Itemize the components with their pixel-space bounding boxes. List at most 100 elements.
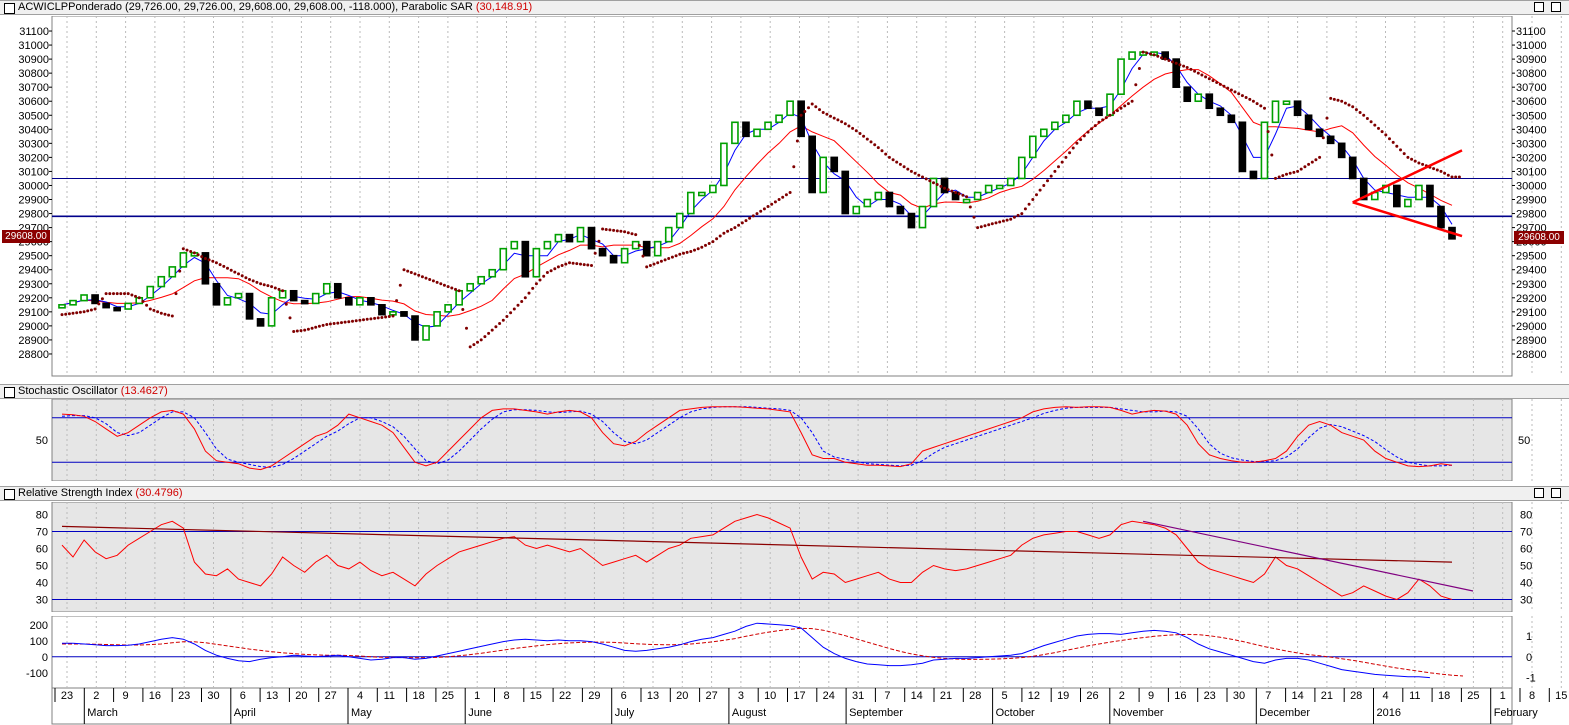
y-tick-label-left: 29200 xyxy=(18,293,49,305)
sar-dot xyxy=(1057,165,1060,169)
sar-dot xyxy=(420,275,424,279)
sar-dot xyxy=(358,318,362,322)
sar-dot xyxy=(1450,175,1454,179)
y-tick-label-left: 30800 xyxy=(18,68,49,80)
up-bar xyxy=(146,285,155,299)
sar-dot xyxy=(1439,169,1443,173)
pane-menu-icon[interactable] xyxy=(4,3,15,14)
up-bar xyxy=(874,191,883,201)
rsi-label: Relative Strength Index xyxy=(18,487,133,499)
sar-dot xyxy=(152,308,156,312)
sar-dot xyxy=(1369,120,1373,124)
sar-dot xyxy=(1270,153,1274,157)
signal-line xyxy=(62,627,1464,677)
down-bar xyxy=(1326,135,1335,145)
y-tick-label-left: -100 xyxy=(26,668,48,680)
up-bar xyxy=(1073,100,1081,117)
close-icon[interactable] xyxy=(1551,488,1561,498)
sar-dot xyxy=(601,227,605,231)
day-label: 4 xyxy=(357,690,363,702)
sar-dot xyxy=(424,276,428,280)
up-bar xyxy=(775,114,783,124)
sar-dot xyxy=(898,162,902,166)
month-label: April xyxy=(234,707,256,719)
up-bar xyxy=(620,247,629,264)
sar-dot xyxy=(1086,130,1090,134)
sar-dot xyxy=(1281,174,1285,178)
sar-dot xyxy=(226,266,229,270)
sar-dot xyxy=(1137,67,1141,70)
sar-dot xyxy=(924,177,928,181)
y-tick-label-left: 30600 xyxy=(18,96,49,108)
sar-dot xyxy=(1042,184,1046,187)
sar-dot xyxy=(71,311,75,315)
down-bar xyxy=(521,240,530,278)
sar-dot xyxy=(200,255,204,259)
up-bar xyxy=(1415,184,1423,201)
sar-dot xyxy=(1156,54,1160,58)
day-label: 27 xyxy=(325,690,337,702)
sar-dot xyxy=(582,263,586,267)
sar-dot xyxy=(773,200,777,204)
sar-dot xyxy=(317,324,321,328)
sar-dot xyxy=(1031,198,1035,201)
sar-dot xyxy=(1123,104,1127,108)
sar-dot xyxy=(1005,218,1009,222)
y-tick-label-right: 30400 xyxy=(1516,124,1547,136)
sar-dot xyxy=(1347,103,1351,107)
sar-dot xyxy=(196,253,200,257)
close-icon[interactable] xyxy=(1551,2,1561,12)
y-tick-label-right: 50 xyxy=(1520,561,1532,573)
sar-dot xyxy=(803,110,807,113)
sar-dot xyxy=(630,232,634,236)
day-label: 21 xyxy=(1321,690,1333,702)
sar-dot xyxy=(240,274,244,278)
day-label: 5 xyxy=(1002,690,1008,702)
sar-dot xyxy=(1075,141,1079,145)
day-label: 30 xyxy=(1233,690,1245,702)
sar-dot xyxy=(178,269,182,273)
sar-dot xyxy=(733,226,737,230)
sar-dot xyxy=(1391,140,1395,144)
y-tick-label-right: 29200 xyxy=(1516,293,1547,305)
pane-menu-icon[interactable] xyxy=(4,489,15,500)
sar-dot xyxy=(534,282,538,286)
sar-dot xyxy=(869,140,873,144)
up-bar xyxy=(1006,177,1015,187)
sar-dot xyxy=(836,118,840,122)
sar-dot xyxy=(222,264,226,268)
sar-dot xyxy=(380,316,384,319)
month-label: December xyxy=(1259,707,1310,719)
sar-dot xyxy=(755,212,759,216)
day-label: 9 xyxy=(1148,690,1154,702)
sar-dot xyxy=(354,319,358,323)
day-label: 23 xyxy=(178,690,190,702)
pane-menu-icon[interactable] xyxy=(4,387,15,398)
up-bar xyxy=(124,302,133,310)
sar-dot xyxy=(670,255,674,259)
sar-dot xyxy=(108,292,112,296)
restore-icon[interactable] xyxy=(1534,488,1544,498)
month-label: July xyxy=(615,707,635,719)
sar-dot xyxy=(1097,120,1101,124)
sar-dot xyxy=(950,189,954,193)
month-label: September xyxy=(849,707,903,719)
restore-icon[interactable] xyxy=(1534,2,1544,12)
sar-dot xyxy=(1263,106,1266,110)
sar-dot xyxy=(82,310,86,314)
sar-dot xyxy=(943,186,946,190)
sar-dot xyxy=(244,276,248,280)
sar-dot xyxy=(729,228,733,231)
y-tick-label-right: 29000 xyxy=(1516,321,1547,333)
up-bar xyxy=(433,311,441,327)
sar-dot xyxy=(1060,160,1064,164)
up-bar xyxy=(455,289,463,306)
sar-dot xyxy=(1259,104,1263,108)
down-bar xyxy=(1249,170,1258,180)
sar-dot xyxy=(1134,83,1138,87)
sar-dot xyxy=(284,302,288,306)
y-tick-label-right: 80 xyxy=(1520,510,1532,522)
y-tick-label-left: 29500 xyxy=(18,251,49,263)
sar-dot xyxy=(303,328,307,332)
sar-dot xyxy=(935,183,939,186)
